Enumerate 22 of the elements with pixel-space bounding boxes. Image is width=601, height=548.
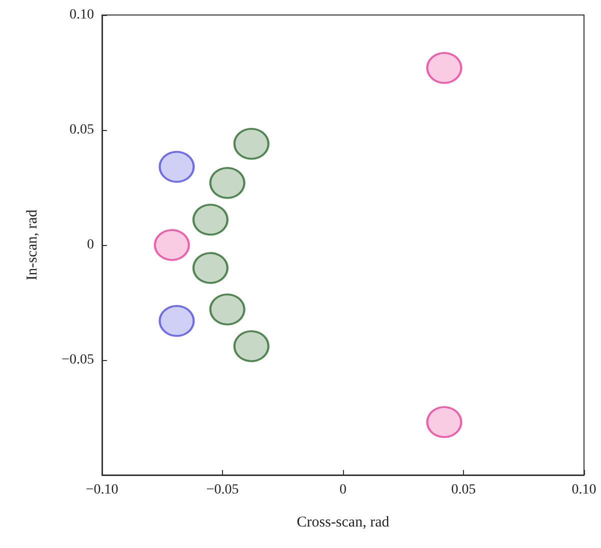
point: [158, 304, 195, 337]
point: [233, 330, 270, 362]
point: [192, 252, 228, 284]
point: [209, 293, 246, 326]
point: [154, 229, 190, 261]
x-tick-label: 0.10: [572, 482, 596, 498]
y-tick-label: 0: [87, 238, 94, 252]
point: [426, 52, 462, 84]
point: [192, 204, 228, 236]
y-axis-title: In-scan, rad: [24, 209, 40, 280]
x-tick-label: 0.05: [451, 482, 476, 498]
point: [426, 406, 462, 438]
y-tick-label: 0.10: [70, 8, 94, 22]
y-tick-label: 0.05: [70, 122, 94, 138]
y-tick-label: −0.05: [62, 352, 94, 368]
x-tick-label: −0.05: [206, 482, 239, 498]
x-tick-label: 0: [340, 482, 346, 498]
point: [233, 128, 270, 160]
point: [209, 166, 246, 199]
x-tick-label: −0.10: [86, 482, 118, 498]
point: [158, 150, 195, 183]
x-axis-title: Cross-scan, rad: [296, 514, 390, 530]
